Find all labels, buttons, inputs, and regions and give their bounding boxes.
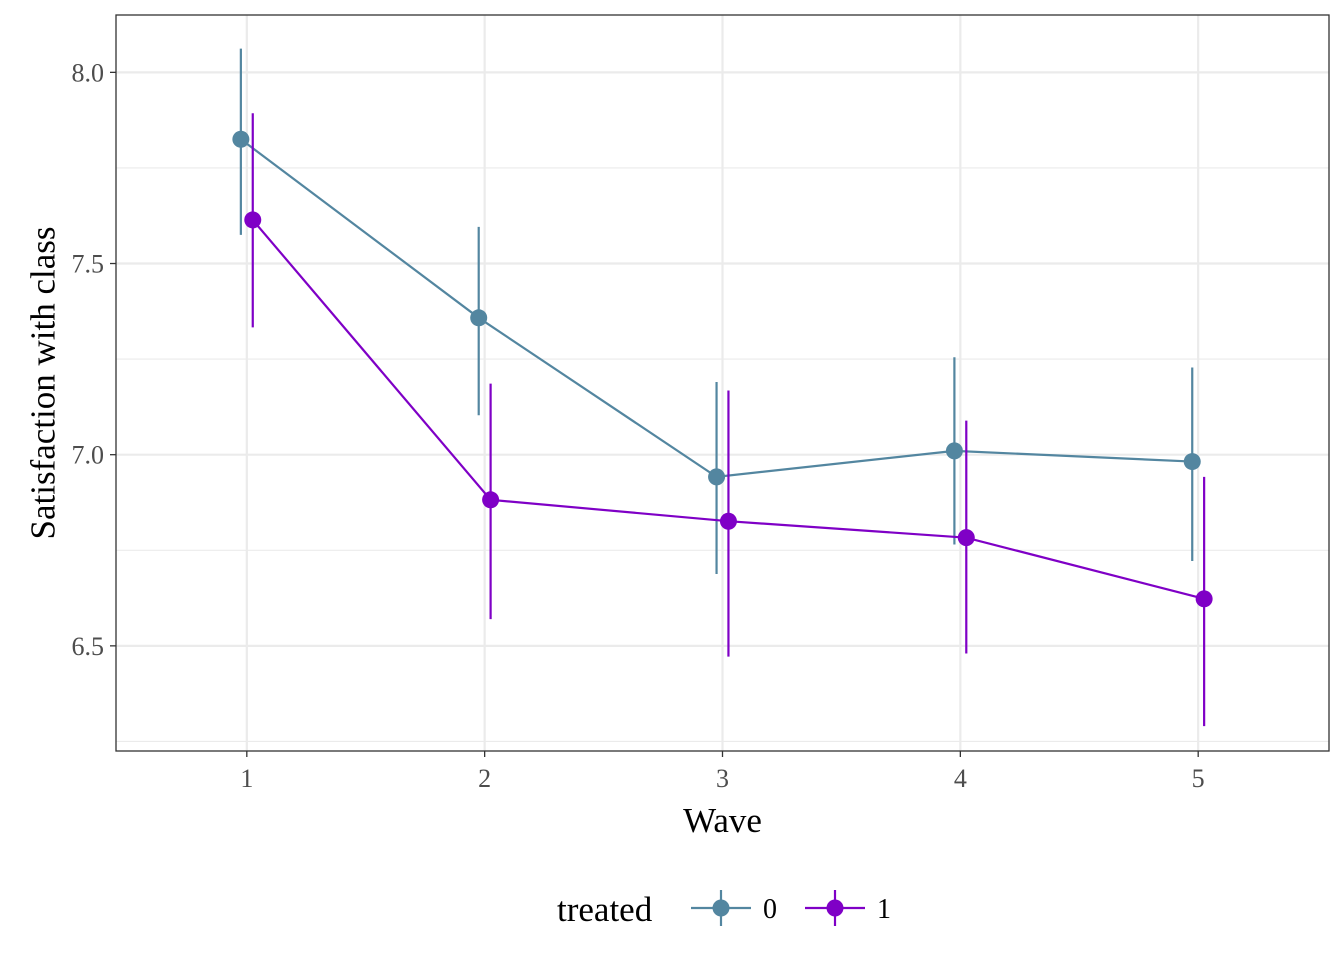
data-point (244, 211, 262, 229)
x-tick-label: 4 (954, 764, 967, 793)
y-axis-title: Satisfaction with class (23, 226, 62, 539)
data-point (1183, 453, 1201, 471)
y-tick-label: 6.5 (72, 632, 105, 661)
gridlines (116, 15, 1329, 751)
legend-title: treated (557, 890, 653, 929)
x-tick-label: 3 (716, 764, 729, 793)
x-tick-label: 5 (1192, 764, 1205, 793)
data-point (957, 529, 975, 547)
data-point (470, 309, 488, 327)
x-axis-title: Wave (683, 801, 762, 840)
series-1 (244, 113, 1213, 727)
data-point (232, 130, 250, 148)
y-tick-label: 7.0 (72, 441, 105, 470)
legend-label: 1 (877, 894, 891, 925)
series-0 (232, 48, 1201, 574)
legend: treated 0 1 (557, 890, 891, 929)
legend-key-point (826, 899, 844, 917)
x-tick-label: 1 (240, 764, 253, 793)
series-layer (232, 48, 1213, 727)
data-point (1195, 590, 1213, 608)
legend-key-point (712, 899, 730, 917)
data-point (719, 512, 737, 530)
y-tick-label: 8.0 (72, 58, 105, 87)
data-point (708, 468, 726, 486)
legend-label: 0 (763, 894, 777, 925)
data-point (482, 491, 500, 509)
legend-key-0: 0 (691, 890, 777, 926)
y-tick-label: 7.5 (72, 250, 105, 279)
legend-key-1: 1 (805, 890, 891, 926)
data-point (945, 442, 963, 460)
x-tick-label: 2 (478, 764, 491, 793)
axis-ticks: 6.5 7.0 7.5 8.0 1 2 3 4 5 (72, 58, 1205, 793)
